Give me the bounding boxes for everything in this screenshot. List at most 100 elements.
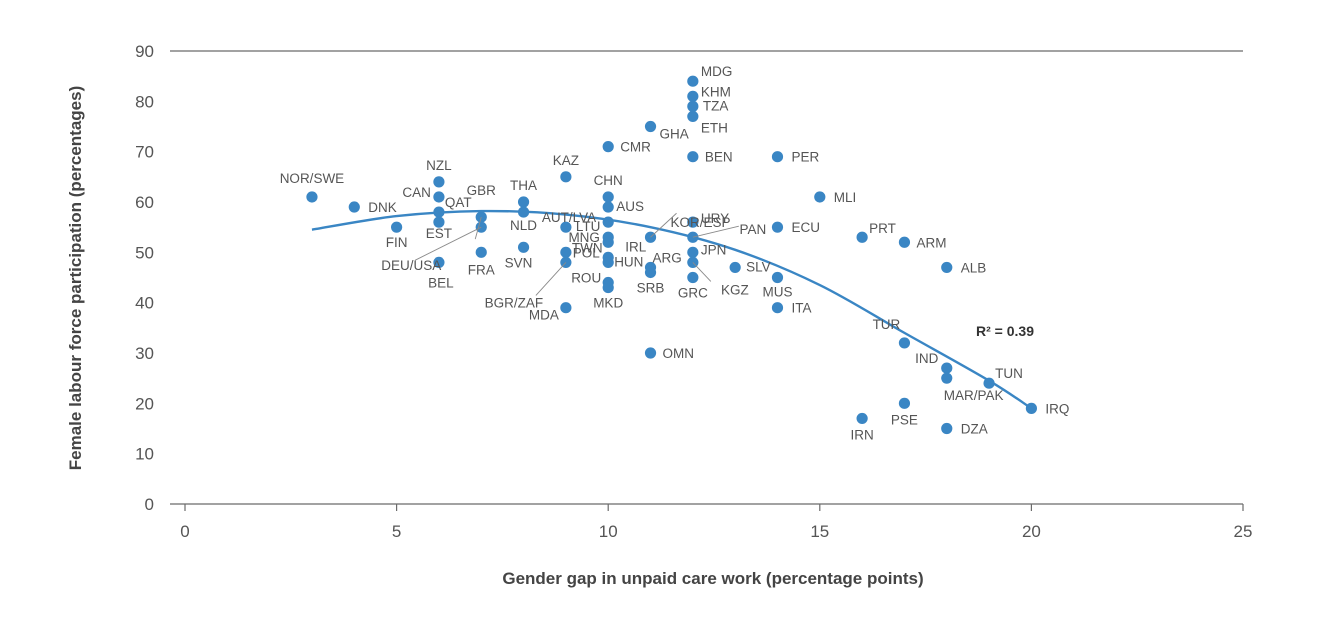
data-point-label: SLV [746,259,771,274]
data-point-label: EST [426,226,452,241]
leader-line [415,226,482,261]
data-point [898,337,911,349]
data-point [602,191,614,203]
x-tick-label: 20 [1022,522,1041,541]
data-point [644,347,657,359]
data-point-label: GHA [660,127,689,142]
x-tick-labels: 0 5 10 15 20 25 [180,504,1252,541]
data-point [771,271,784,284]
x-tick-label: 10 [599,522,618,541]
data-point-label: AUS [616,199,644,214]
data-point-label: ETH [701,120,728,135]
x-tick-label: 25 [1234,522,1253,541]
data-point-label: MUS [762,285,792,300]
data-point-label: TWN [572,240,603,255]
data-point [687,100,699,112]
data-point-label: MNG [568,230,600,245]
data-point [475,246,487,258]
data-point [687,75,699,87]
data-point [433,256,445,268]
data-point [1025,402,1037,414]
y-tick-labels: 0 10 20 30 40 50 60 70 80 90 [135,42,154,514]
data-point-label: SVN [505,255,533,270]
data-point-label: AUT/LVA [542,210,596,225]
data-point-label: TZA [703,98,729,113]
data-point [433,216,445,228]
leader-line [692,262,712,282]
y-tick-label: 10 [135,445,154,464]
data-point-label: KGZ [721,282,749,297]
y-axis-title: Female labour force participation (perce… [66,86,85,470]
data-point-label: ARG [653,250,682,265]
data-point-label: BEL [428,275,454,290]
data-point-label: LTU [576,219,601,234]
data-point [517,196,530,208]
y-tick-label: 0 [145,495,154,514]
data-point [941,362,953,374]
data-point-label: OMN [663,346,695,361]
data-point [517,206,530,218]
data-point-label: BEN [705,150,733,165]
data-point [644,120,657,133]
data-point-label: NZL [426,158,452,173]
data-point-labels: NOR/SWE DNK FIN NZL CAN QAT EST DEU/USA GBR BEL FR… [280,64,1070,442]
data-point [560,302,572,314]
data-point [941,422,953,435]
data-point-label: ROU [571,271,601,286]
data-point-label: IRL [625,239,647,254]
data-point-label: MKD [593,296,623,311]
data-point [814,191,826,203]
data-point-label: QAT [445,195,472,210]
data-point-label: IRQ [1045,401,1069,416]
data-point-label: KOR/ESP [671,215,731,230]
data-point-label: MDA [529,308,559,323]
data-point-label: ECU [791,220,820,235]
data-point [306,191,318,203]
data-point-label: DEU/USA [381,258,441,273]
data-point [602,256,614,268]
data-point [856,412,868,425]
data-point [729,261,741,274]
data-point-label: IND [915,351,939,366]
data-point-label: IRN [850,427,873,442]
data-point-label: MDG [701,64,733,79]
data-point-label: DNK [368,200,397,215]
data-point [644,266,657,279]
data-point [687,216,699,228]
data-point [687,246,699,258]
data-point [771,151,784,163]
data-point-label: PAN [739,222,766,237]
data-point [941,261,953,274]
leader-line [535,262,567,296]
data-point [433,206,445,218]
data-point [602,141,614,153]
data-point-label: KAZ [553,153,579,168]
data-point-label: PSE [891,412,918,427]
data-point-label: ITA [791,301,811,316]
data-point [348,201,360,213]
data-point [687,90,699,102]
data-point-label: NOR/SWE [280,171,345,186]
data-point-label: HUN [614,254,643,269]
data-point [687,151,699,163]
x-tick-label: 0 [180,522,189,541]
data-point [433,176,445,188]
leader-line [650,212,677,238]
data-point-label: CAN [402,185,431,200]
data-point [433,191,445,203]
data-point [517,241,530,253]
data-point-label: MAR/PAK [944,388,1004,403]
data-point-label: DZA [961,422,988,437]
y-tick-label: 70 [135,143,154,162]
data-point [602,216,614,228]
data-point-label: POL [573,245,601,260]
x-tick-label: 15 [810,522,829,541]
data-point-label: BGR/ZAF [485,295,544,310]
data-point-label: MLI [834,190,857,205]
y-tick-label: 30 [135,344,154,363]
data-point-label: GRC [678,286,708,301]
gridlines [170,50,1243,505]
data-point [602,201,614,213]
label-leader-lines [415,212,739,296]
